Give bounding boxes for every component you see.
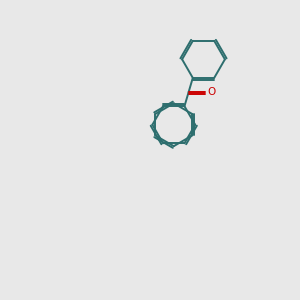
Text: O: O: [207, 87, 216, 97]
